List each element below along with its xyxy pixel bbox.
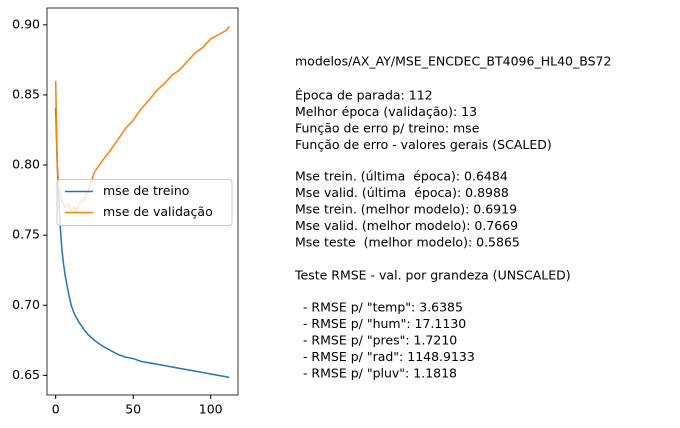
x-tick-label: 50 [125,402,141,417]
y-tick-label: 0.85 [12,86,40,101]
info-line: - RMSE p/ "hum": 17.1130 [295,316,466,331]
legend: mse de treino mse de validação [56,179,233,226]
info-line: Mse valid. (melhor modelo): 0.7669 [295,218,518,233]
y-tick-label: 0.80 [12,157,40,172]
info-line: - RMSE p/ "rad": 1148.9133 [295,349,475,364]
info-line: Mse trein. (última época): 0.6484 [295,169,508,184]
legend-label: mse de validação [103,204,213,219]
info-line: Função de erro - valores gerais (SCALED) [295,137,552,152]
y-tick-label: 0.75 [12,227,40,242]
info-line: Época de parada: 112 [295,88,433,103]
y-tick-label: 0.65 [12,367,40,382]
y-tick-label: 0.70 [12,297,40,312]
info-line: Função de erro p/ treino: mse [295,121,480,136]
info-line: Mse trein. (melhor modelo): 0.6919 [295,202,517,217]
legend-box [56,179,233,226]
info-line: - RMSE p/ "pres": 1.7210 [295,333,457,348]
info-line: Teste RMSE - val. por grandeza (UNSCALED… [294,268,571,283]
info-line: Mse valid. (última época): 0.8988 [295,185,509,200]
x-tick-label: 0 [52,402,60,417]
info-line: Mse teste (melhor modelo): 0.5865 [295,235,520,250]
series-line [54,107,230,379]
info-line: Melhor época (validação): 13 [295,104,477,119]
y-tick-label: 0.90 [12,16,40,31]
info-line: - RMSE p/ "temp": 3.6385 [295,300,463,315]
axes-frame [46,7,239,396]
x-tick-label: 100 [199,402,223,417]
info-line: - RMSE p/ "pluv": 1.1818 [295,366,457,381]
legend-label: mse de treino [103,183,189,198]
info-line: modelos/AX_AY/MSE_ENCDEC_BT4096_HL40_BS7… [295,54,611,69]
